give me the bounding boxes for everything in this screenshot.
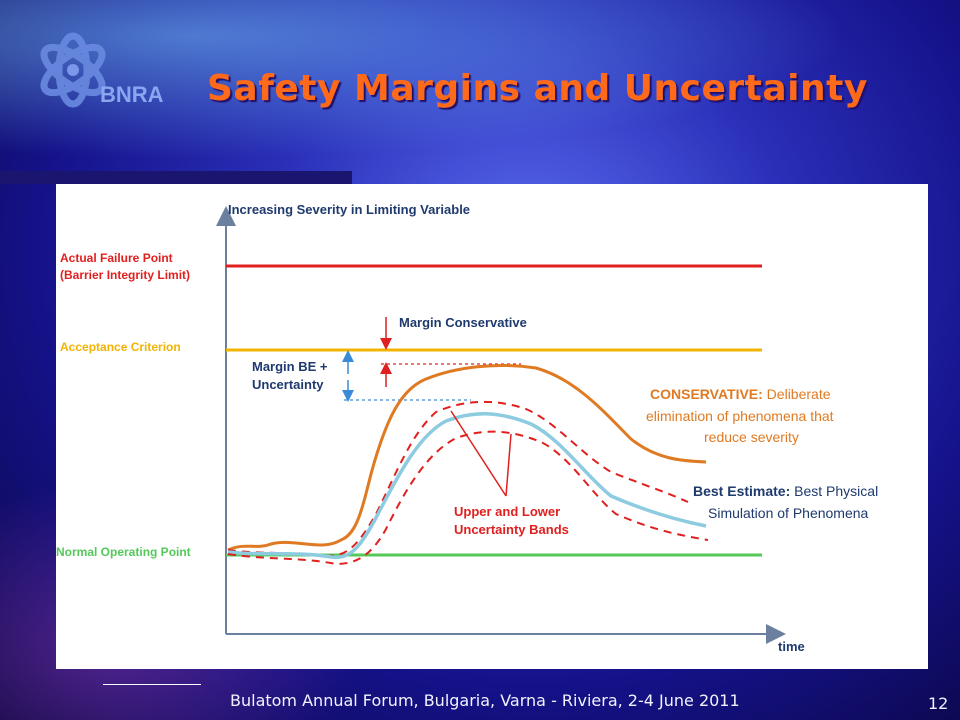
logo-text: BNRA — [100, 82, 164, 107]
band-pointer-2 — [505, 433, 512, 497]
bands-label-line2: Uncertainty Bands — [454, 522, 569, 537]
conservative-curve — [227, 363, 707, 552]
diagram-panel: Increasing Severity in Limiting Variable… — [56, 184, 928, 669]
conservative-label-line1: CONSERVATIVE: Deliberate — [650, 386, 831, 402]
background-glow — [0, 0, 960, 180]
conservative-rest: Deliberate — [763, 386, 831, 402]
x-axis-label: time — [778, 639, 805, 654]
bnra-logo: BNRA — [28, 28, 188, 118]
safety-margins-diagram: Increasing Severity in Limiting Variable… — [56, 202, 878, 654]
best-estimate-curve — [227, 412, 707, 560]
footer-rule — [103, 684, 201, 685]
best-estimate-label-line2: Simulation of Phenomena — [708, 505, 869, 521]
normal-label: Normal Operating Point — [56, 545, 191, 559]
band-pointer-1 — [450, 410, 507, 497]
conservative-label-line3: reduce severity — [704, 429, 799, 445]
best-estimate-label-line1: Best Estimate: Best Physical — [693, 483, 878, 499]
failure-label-line2: (Barrier Integrity Limit) — [60, 268, 190, 282]
page-number: 12 — [928, 694, 949, 713]
conservative-label-line2: elimination of phenomena that — [646, 408, 834, 424]
footer-text: Bulatom Annual Forum, Bulgaria, Varna - … — [230, 691, 740, 710]
acceptance-label: Acceptance Criterion — [60, 340, 181, 354]
conservative-bold: CONSERVATIVE: — [650, 386, 763, 402]
title-underline-bar — [0, 171, 352, 184]
lower-uncertainty-band — [227, 430, 709, 566]
margin-be-label-line1: Margin BE + — [252, 359, 328, 374]
margin-conservative-label: Margin Conservative — [399, 315, 527, 330]
margin-be-label-line2: Uncertainty — [252, 377, 324, 392]
slide-title: Safety Margins and Uncertainty — [207, 68, 868, 109]
best-estimate-rest: Best Physical — [790, 483, 878, 499]
failure-label-line1: Actual Failure Point — [60, 251, 173, 265]
bands-label-line1: Upper and Lower — [454, 504, 560, 519]
best-estimate-bold: Best Estimate: — [693, 483, 790, 499]
y-axis-label: Increasing Severity in Limiting Variable — [228, 202, 470, 217]
atom-logo-icon — [40, 32, 106, 108]
